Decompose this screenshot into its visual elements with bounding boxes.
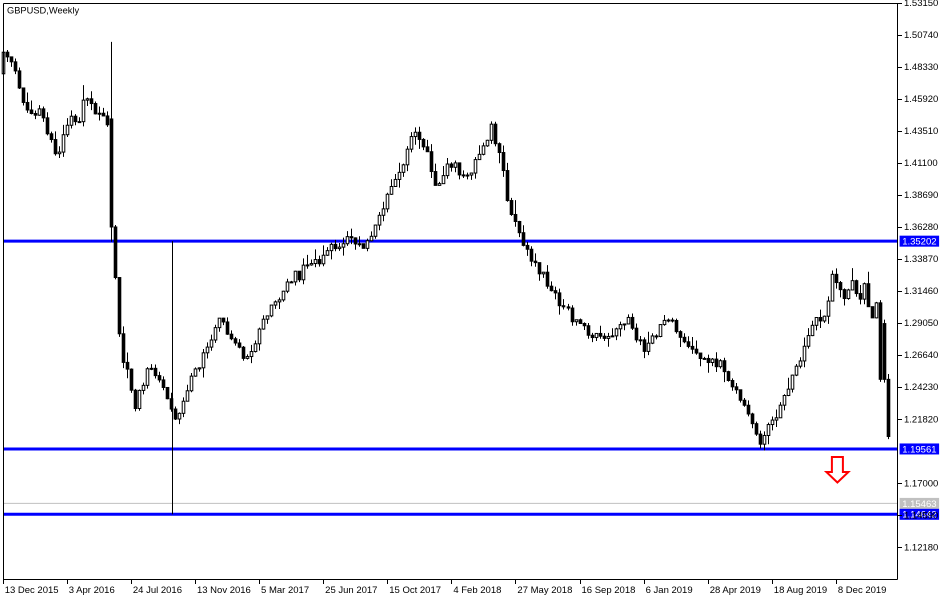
svg-text:16 Sep 2018: 16 Sep 2018 bbox=[582, 585, 636, 596]
svg-text:6 Jan 2019: 6 Jan 2019 bbox=[646, 585, 693, 596]
svg-text:1.50740: 1.50740 bbox=[904, 30, 938, 41]
svg-text:5 Mar 2017: 5 Mar 2017 bbox=[261, 585, 309, 596]
svg-text:1.48330: 1.48330 bbox=[904, 62, 938, 73]
svg-text:1.31460: 1.31460 bbox=[904, 286, 938, 297]
svg-text:1.36280: 1.36280 bbox=[904, 222, 938, 233]
svg-text:1.33870: 1.33870 bbox=[904, 254, 938, 265]
svg-text:1.26640: 1.26640 bbox=[904, 350, 938, 361]
svg-text:1.21820: 1.21820 bbox=[904, 414, 938, 425]
svg-text:8 Dec 2019: 8 Dec 2019 bbox=[838, 585, 887, 596]
svg-text:GBPUSD,Weekly: GBPUSD,Weekly bbox=[7, 6, 80, 16]
svg-text:28 Apr 2019: 28 Apr 2019 bbox=[710, 585, 761, 596]
svg-text:3 Apr 2016: 3 Apr 2016 bbox=[69, 585, 115, 596]
svg-text:1.14590: 1.14590 bbox=[904, 510, 938, 521]
svg-text:1.35202: 1.35202 bbox=[902, 237, 936, 248]
svg-text:27 May 2018: 27 May 2018 bbox=[517, 585, 572, 596]
svg-text:1.38690: 1.38690 bbox=[904, 190, 938, 201]
svg-text:25 Jun 2017: 25 Jun 2017 bbox=[325, 585, 377, 596]
svg-text:1.17000: 1.17000 bbox=[904, 478, 938, 489]
svg-text:13 Dec 2015: 13 Dec 2015 bbox=[5, 585, 59, 596]
svg-text:1.41100: 1.41100 bbox=[904, 158, 938, 169]
svg-text:1.24230: 1.24230 bbox=[904, 382, 938, 393]
svg-text:1.15463: 1.15463 bbox=[902, 499, 936, 510]
svg-text:4 Feb 2018: 4 Feb 2018 bbox=[453, 585, 501, 596]
svg-text:1.19561: 1.19561 bbox=[902, 444, 936, 455]
svg-text:1.29050: 1.29050 bbox=[904, 318, 938, 329]
svg-text:15 Oct 2017: 15 Oct 2017 bbox=[389, 585, 441, 596]
svg-text:13 Nov 2016: 13 Nov 2016 bbox=[197, 585, 251, 596]
svg-text:24 Jul 2016: 24 Jul 2016 bbox=[133, 585, 182, 596]
svg-text:1.53150: 1.53150 bbox=[904, 0, 938, 9]
svg-text:18 Aug 2019: 18 Aug 2019 bbox=[774, 585, 827, 596]
svg-text:1.45920: 1.45920 bbox=[904, 94, 938, 105]
svg-text:1.43510: 1.43510 bbox=[904, 126, 938, 137]
svg-text:1.12180: 1.12180 bbox=[904, 542, 938, 553]
